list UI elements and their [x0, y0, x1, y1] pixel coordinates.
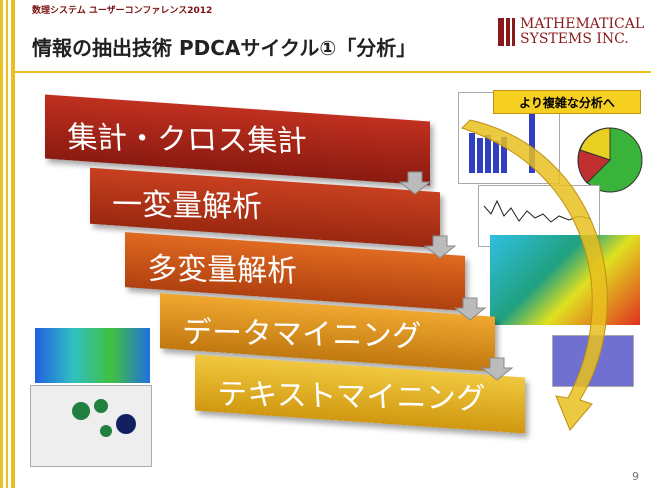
logo-line: MATHEMATICAL — [520, 16, 645, 32]
logo: MATHEMATICAL SYSTEMS INC. — [520, 17, 644, 47]
conference-name: 数理システム ユーザーコンファレンス2012 — [32, 6, 213, 16]
page-number: 9 — [632, 470, 639, 483]
step-label: 多変量解析 — [146, 251, 298, 289]
heatmap-thumbnail — [35, 328, 150, 383]
logo-line: SYSTEMS INC. — [520, 31, 629, 47]
step-label: データマイニング — [181, 314, 423, 354]
slide-title: 情報の抽出技術 PDCAサイクル①「分析」 — [32, 36, 417, 60]
surface-thumbnail — [490, 235, 640, 325]
callout: より複雑な分析へ — [493, 90, 641, 114]
step-label: テキストマイニング — [216, 377, 488, 417]
step-label: 一変量解析 — [111, 187, 263, 225]
bubble-thumbnail — [30, 385, 152, 467]
tree-thumbnail — [552, 335, 634, 387]
step-label: 集計・クロス集計 — [66, 120, 308, 160]
